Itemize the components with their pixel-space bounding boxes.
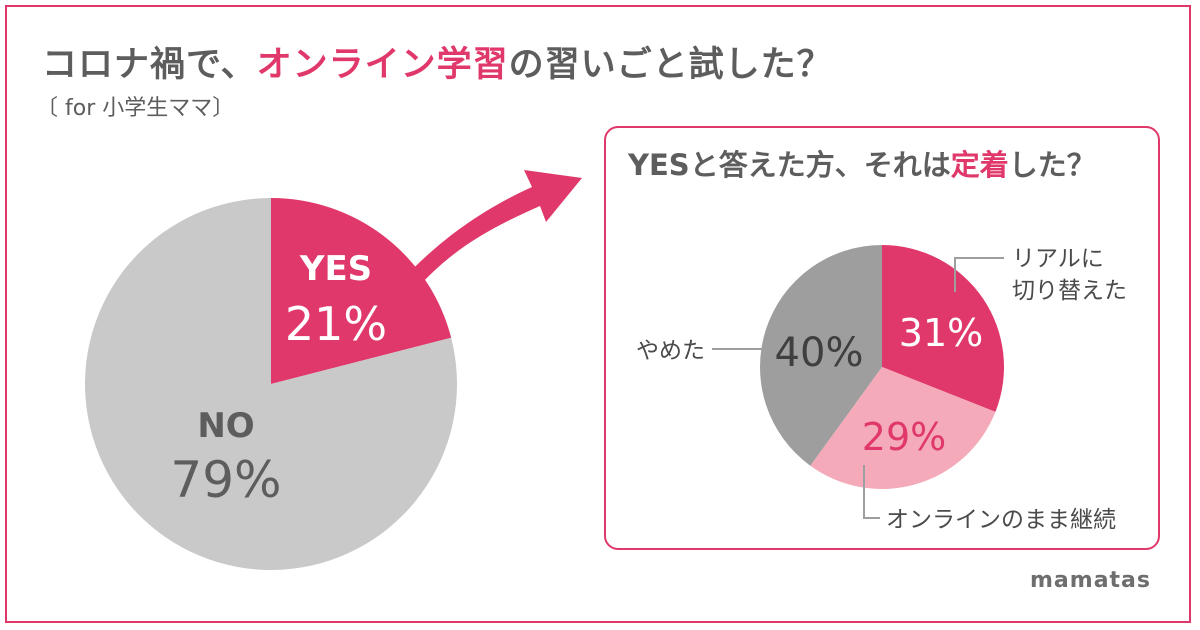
label-switched-line-1: 切り替えた [1012,278,1127,304]
panel-title: YESと答えた方、それは定着した？ [628,142,1096,184]
label-quit: やめた [636,338,705,364]
yes-value-label: 21% [285,297,387,351]
slice-29-value-label: 29% [862,415,946,459]
pie-chart-main: YES 21% NO 79% [85,198,458,570]
pie1-slice-1 [85,198,458,570]
panel-title-part1: YESと答えた方、それは [628,148,951,182]
title-part2: の習いごと試した？ [508,45,833,85]
pie2-slice-0 [882,245,1004,412]
leader-line-switched [954,257,1004,292]
label-switched-line-0: リアルに [1012,246,1104,272]
leader-line-continued [863,465,880,519]
label-continued: オンラインのまま継続 [886,507,1116,533]
outer-frame [5,5,1191,623]
panel-title-highlight: 定着 [950,148,1009,182]
brand-logo: mamatas [1030,568,1151,593]
pie1-slice-0 [271,198,452,384]
panel-title-part2: した？ [1008,148,1096,182]
follow-up-panel [604,126,1160,550]
no-label: NO [197,406,254,446]
pie2-slice-2 [760,245,882,466]
title-part1: コロナ禍で、 [42,45,257,85]
title-highlight: オンライン学習 [256,45,509,85]
yes-label: YES [299,249,372,289]
no-value-label: 79% [170,451,281,509]
pie2-slice-1 [810,367,996,490]
page-title: コロナ禍で、オンライン学習の習いごと試した？ [42,36,833,87]
slice-31-value-label: 31% [899,311,983,355]
slice-40-value-label: 40% [775,330,864,376]
page-subtitle: 〔 for 小学生ママ〕 [36,96,235,121]
arrow-graphic [398,170,582,292]
